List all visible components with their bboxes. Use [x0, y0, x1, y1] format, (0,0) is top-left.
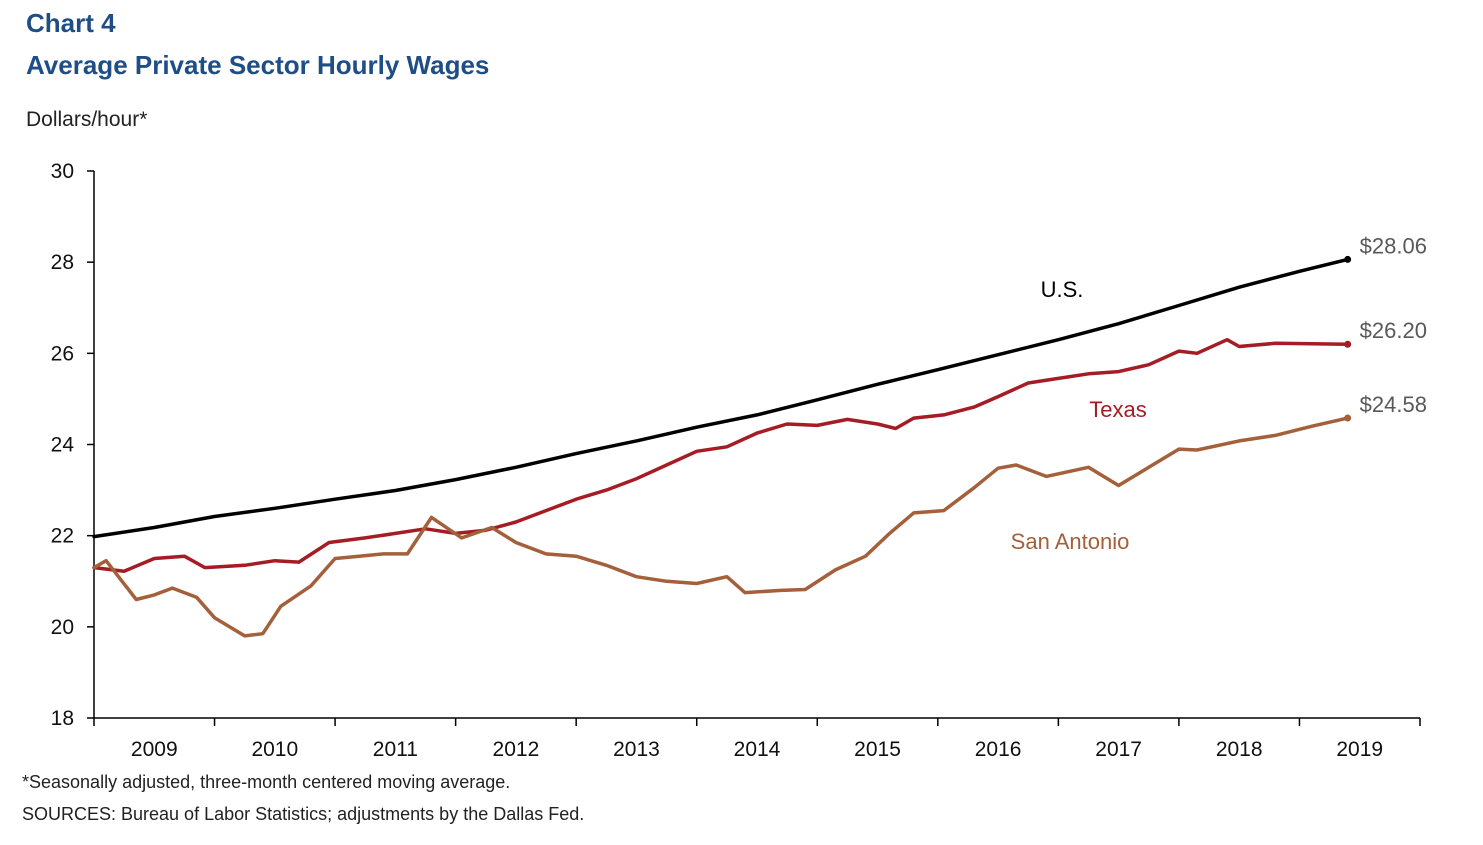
san-antonio-line: [92, 416, 1350, 638]
chart-axes: 18 20 22 24 26 28 30 2009 2010 2011 2012 2013 2014 20…: [51, 160, 1421, 761]
sources-note: SOURCES: Bureau of Labor Statistics; adj…: [22, 804, 585, 824]
chart-number-label: Chart 4: [26, 8, 116, 38]
texas-end-point: [1344, 340, 1352, 348]
y-tick-label: 24: [51, 434, 75, 457]
y-axis-units-label: Dollars/hour*: [26, 108, 148, 131]
x-tick-label: 2019: [1336, 738, 1383, 761]
x-tick-label: 2018: [1216, 738, 1263, 761]
y-tick-label: 22: [51, 525, 74, 548]
chart-labels: $28.06 U.S. $26.20 Texas $24.58 San Antonio: [1011, 233, 1427, 554]
x-tick-label: 2012: [493, 738, 540, 761]
san-antonio-end-point: [1344, 414, 1352, 422]
chart-title: Average Private Sector Hourly Wages: [26, 50, 490, 80]
y-tick-label: 30: [51, 160, 74, 183]
x-tick-label: 2009: [131, 738, 178, 761]
x-tick-label: 2017: [1095, 738, 1142, 761]
y-tick-label: 18: [51, 707, 74, 730]
x-tick-label: 2010: [251, 738, 298, 761]
texas-series-label: Texas: [1089, 397, 1146, 422]
texas-end-value-label: $26.20: [1360, 318, 1427, 343]
us-end-point: [1344, 255, 1352, 263]
us-series-label: U.S.: [1041, 277, 1084, 302]
x-tick-label: 2011: [373, 738, 418, 761]
x-tick-label: 2014: [734, 738, 781, 761]
y-tick-label: 28: [51, 251, 74, 274]
y-tick-label: 20: [51, 616, 74, 639]
texas-line: [92, 337, 1350, 573]
footnote: *Seasonally adjusted, three-month center…: [22, 772, 511, 792]
x-tick-label: 2016: [975, 738, 1022, 761]
us-line: [92, 257, 1350, 539]
x-tick-label: 2015: [854, 738, 901, 761]
chart-series: [92, 255, 1352, 638]
y-tick-label: 26: [51, 342, 74, 365]
san-antonio-series-label: San Antonio: [1011, 529, 1130, 554]
us-end-value-label: $28.06: [1360, 233, 1427, 258]
x-tick-label: 2013: [613, 738, 660, 761]
san-antonio-end-value-label: $24.58: [1360, 392, 1427, 417]
